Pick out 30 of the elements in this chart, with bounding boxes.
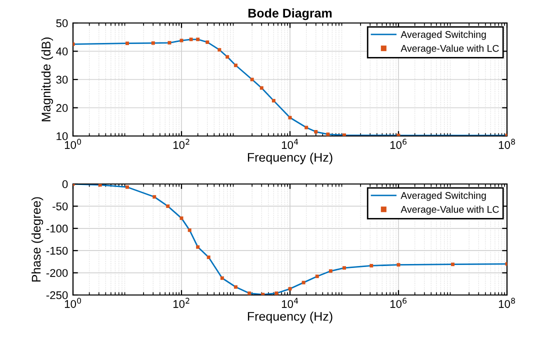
x-tick-label: 10$^{8}$ (498, 138, 515, 149)
x-tick-label: 10$^{6}$ (390, 138, 407, 149)
x-tick-label: 10$^{2}$ (173, 138, 190, 149)
y-tick-label: 20 (56, 104, 68, 112)
x-tick-label: 10$^{8}$ (498, 298, 515, 308)
y-tick-label: -200 (46, 269, 68, 277)
y-tick-label: 10 (56, 132, 68, 140)
y-tick-label: -50 (52, 202, 68, 210)
legend-label: Averaged Switching (400, 30, 486, 40)
x-tick-label: 10$^{2}$ (173, 298, 190, 308)
x-axis-title: Frequency (Hz) (248, 152, 332, 164)
y-axis-title: Magnitude (dB) (41, 38, 54, 122)
y-axis-title: Phase (degree) (31, 197, 44, 282)
x-axis-title: Frequency (Hz) (248, 312, 332, 324)
y-tick-label: 50 (56, 19, 68, 28)
legend-label: Averaged Switching (400, 192, 486, 201)
y-tick-label: -100 (46, 224, 68, 233)
y-tick-label: -250 (46, 291, 68, 300)
legend-label: Average-Value with LC (400, 44, 499, 54)
x-tick-label: 10$^{4}$ (282, 298, 298, 308)
x-tick-label: 10$^{0}$ (64, 298, 82, 308)
chart-title: Bode Diagram (248, 8, 332, 20)
x-tick-label: 10$^{0}$ (64, 138, 82, 149)
x-tick-label: 10$^{6}$ (390, 298, 407, 308)
x-tick-label: 10$^{4}$ (282, 138, 298, 149)
y-tick-label: -150 (46, 246, 68, 255)
y-tick-label: 30 (56, 76, 68, 84)
y-tick-label: 40 (56, 48, 68, 56)
y-tick-label: 0 (62, 180, 68, 188)
legend-label: Average-Value with LC (400, 206, 499, 215)
